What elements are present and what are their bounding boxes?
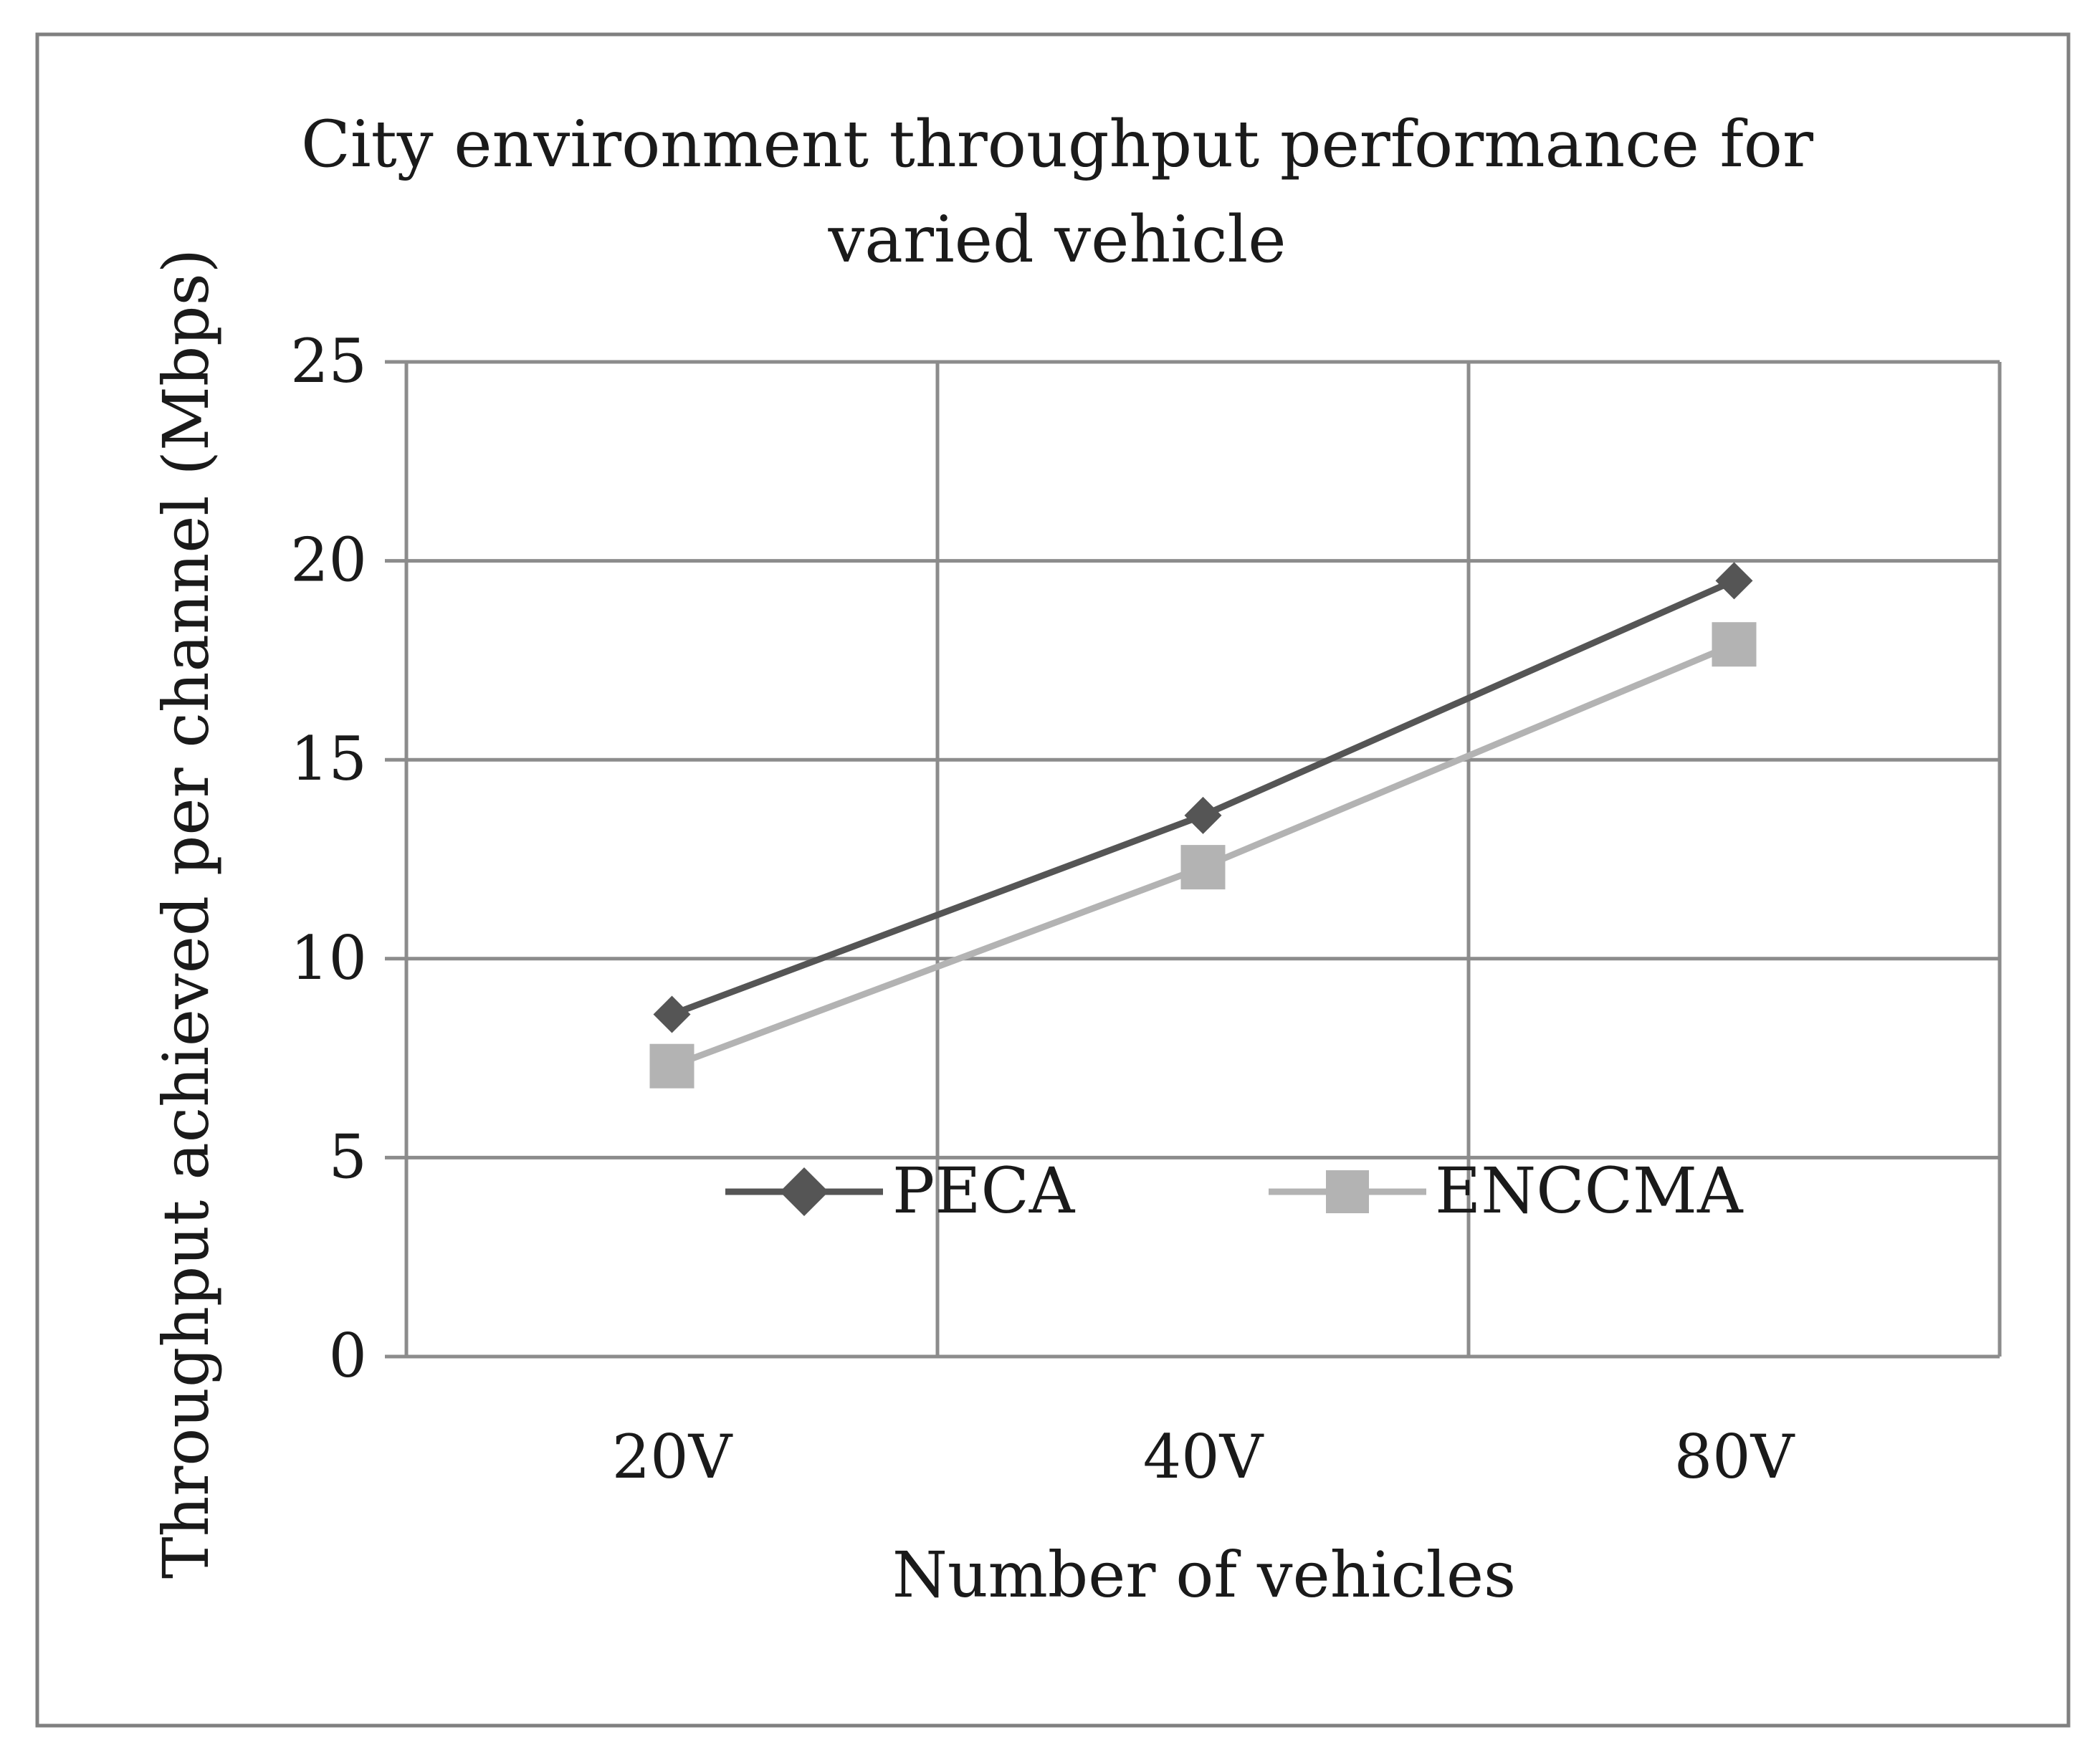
legend: PECA ENCCMA xyxy=(725,1154,1744,1228)
x-tick-label-20v: 20V xyxy=(612,1422,733,1492)
chart-frame xyxy=(35,32,2071,1728)
data-point-peca-40v xyxy=(1184,796,1222,834)
x-tick-label-40v: 40V xyxy=(1143,1422,1264,1492)
data-point-enccma-40v xyxy=(1180,845,1226,890)
legend-enccma-label: ENCCMA xyxy=(1435,1154,1744,1228)
x-tick-label-80v: 80V xyxy=(1674,1422,1795,1492)
y-tick-label-25: 25 xyxy=(290,326,367,396)
chart-title-line-2: varied vehicle xyxy=(827,202,1286,277)
data-point-peca-80v xyxy=(1715,562,1753,600)
data-point-enccma-80v xyxy=(1712,622,1757,667)
y-tick-label-5: 5 xyxy=(329,1122,367,1192)
y-tick-label-10: 10 xyxy=(290,923,367,993)
y-tick-label-15: 15 xyxy=(290,724,367,794)
y-axis-label: Throughput achieved per channel (Mbps) xyxy=(149,249,223,1579)
grid xyxy=(385,360,2002,1359)
data-point-enccma-20v xyxy=(649,1043,695,1089)
legend-enccma-marker xyxy=(1326,1170,1369,1213)
y-tick-label-0: 0 xyxy=(329,1321,367,1391)
legend-peca-label: PECA xyxy=(892,1154,1076,1228)
y-tick-label-20: 20 xyxy=(290,525,367,596)
x-axis-label: Number of vehicles xyxy=(892,1538,1516,1612)
y-axis-ticks: 0 5 10 15 20 25 xyxy=(290,326,367,1391)
data-point-peca-20v xyxy=(653,995,691,1033)
x-axis-ticks: 20V 40V 80V xyxy=(612,1422,1795,1492)
plot-series xyxy=(649,562,1757,1089)
legend-peca-marker xyxy=(780,1167,829,1216)
chart-title-line-1: City environment throughput performance … xyxy=(301,107,1814,182)
